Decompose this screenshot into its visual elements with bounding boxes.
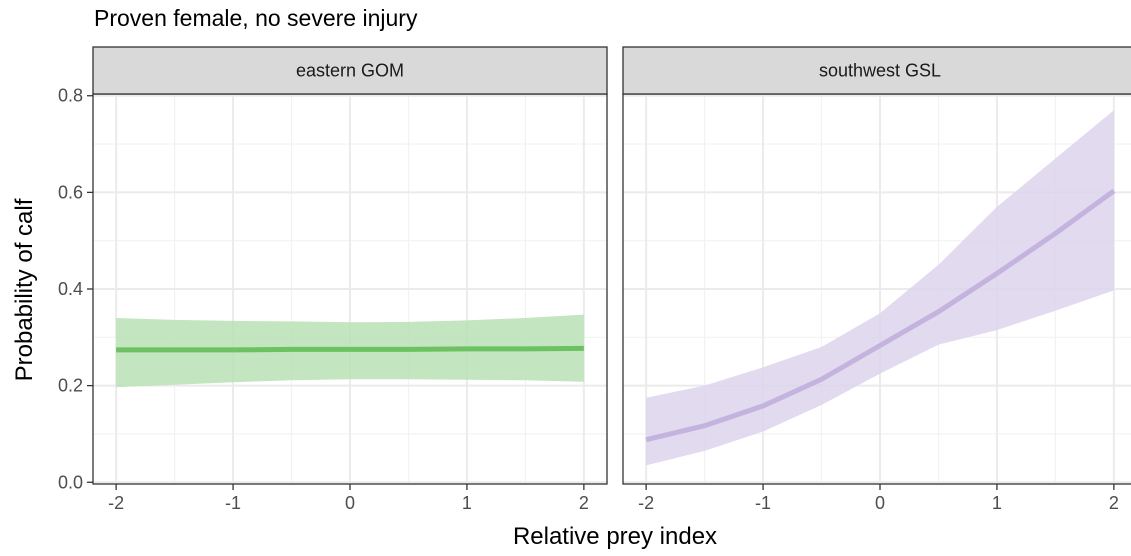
x-tick-label: 0: [875, 493, 885, 513]
x-tick-label: 1: [462, 493, 472, 513]
confidence-band: [646, 110, 1114, 466]
x-axis-title: Relative prey index: [513, 523, 717, 550]
x-tick-label: 2: [1109, 493, 1119, 513]
y-tick-label: 0.4: [58, 279, 83, 299]
panel-1: eastern GOM -2 -1 0 1 2 0.0 0.2 0.4 0.6 0.8: [58, 46, 608, 513]
y-tick-label: 0.6: [58, 182, 83, 202]
panel-2: southwest GSL -2 -1 0 1 2: [622, 46, 1131, 513]
facet-strip: [622, 46, 1131, 95]
x-tick-label: 0: [345, 493, 355, 513]
chart-title: Proven female, no severe injury: [94, 5, 418, 31]
x-tick-label: 2: [579, 493, 589, 513]
x-tick-label: -2: [108, 493, 124, 513]
facet-label: eastern GOM: [296, 61, 404, 81]
y-tick-label: 0.0: [58, 472, 83, 492]
series-line: [116, 345, 584, 353]
facet-strip: [92, 46, 608, 95]
x-tick-label: -1: [755, 493, 771, 513]
series-line: [645, 188, 1116, 443]
y-axis-title: Probability of calf: [11, 198, 38, 381]
facet-label: southwest GSL: [819, 61, 941, 81]
y-tick-label: 0.2: [58, 376, 83, 396]
x-tick-label: -2: [638, 493, 654, 513]
x-tick-label: 1: [992, 493, 1002, 513]
y-tick-label: 0.8: [58, 86, 83, 106]
x-tick-label: -1: [225, 493, 241, 513]
